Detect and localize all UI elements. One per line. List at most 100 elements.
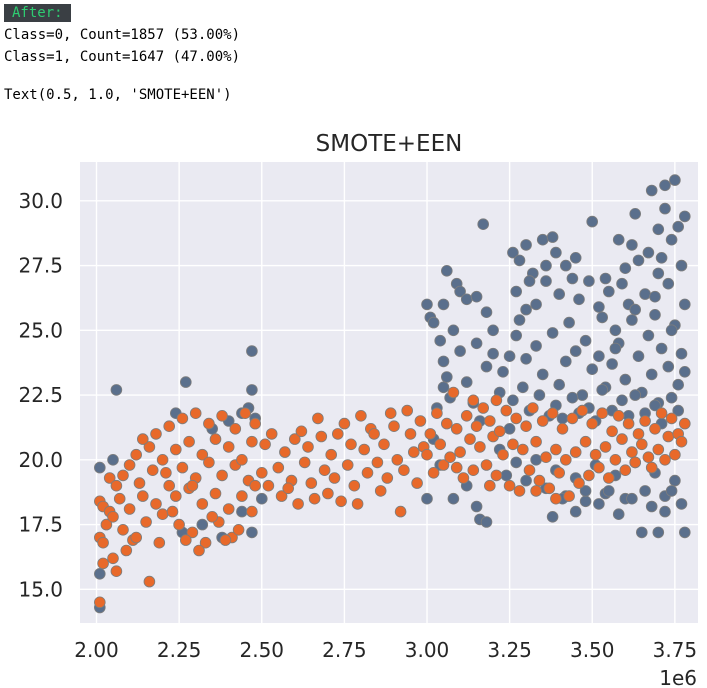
data-point bbox=[675, 498, 688, 510]
data-point bbox=[434, 334, 447, 347]
data-point bbox=[368, 428, 380, 440]
data-point bbox=[665, 485, 678, 497]
data-point bbox=[173, 518, 185, 531]
data-point bbox=[612, 508, 625, 521]
y-tick-label: 20.0 bbox=[18, 448, 63, 472]
data-point bbox=[507, 246, 519, 259]
data-point bbox=[407, 446, 420, 458]
data-point bbox=[378, 438, 390, 451]
data-point bbox=[678, 298, 691, 311]
data-point bbox=[348, 479, 361, 492]
data-point bbox=[447, 324, 460, 337]
output-badge: After: bbox=[4, 4, 71, 22]
data-point bbox=[140, 516, 152, 528]
data-point bbox=[117, 523, 129, 536]
data-point bbox=[305, 477, 318, 489]
data-point bbox=[470, 290, 483, 303]
data-point bbox=[563, 316, 575, 329]
data-point bbox=[612, 409, 625, 422]
data-point bbox=[196, 448, 209, 461]
data-point bbox=[503, 350, 516, 363]
data-point bbox=[556, 422, 569, 435]
data-point bbox=[272, 461, 285, 474]
data-point bbox=[437, 381, 450, 394]
y-tick-labels: 15.0 17.5 20.0 22.5 25.0 27.5 30.0 bbox=[18, 189, 63, 601]
data-point bbox=[579, 334, 592, 347]
data-point bbox=[645, 368, 658, 381]
data-point bbox=[540, 259, 552, 272]
data-point bbox=[642, 451, 655, 464]
y-tick-label: 27.5 bbox=[18, 254, 63, 278]
data-point bbox=[298, 456, 311, 469]
data-point bbox=[474, 441, 486, 453]
data-point bbox=[120, 544, 133, 557]
data-point bbox=[295, 425, 308, 438]
data-point bbox=[180, 376, 192, 388]
data-point bbox=[107, 552, 119, 565]
data-point bbox=[371, 456, 384, 469]
data-point bbox=[493, 425, 506, 438]
data-point bbox=[629, 389, 641, 401]
data-point bbox=[530, 485, 542, 497]
data-point bbox=[255, 466, 268, 479]
x-tick-label: 2.50 bbox=[239, 638, 284, 662]
data-point bbox=[246, 505, 258, 518]
data-point bbox=[146, 464, 159, 477]
data-point bbox=[659, 453, 671, 466]
data-point bbox=[546, 231, 559, 243]
data-point bbox=[454, 345, 466, 357]
data-point bbox=[450, 461, 463, 474]
x-tick-label: 3.00 bbox=[405, 638, 450, 662]
data-point bbox=[255, 492, 268, 505]
data-point bbox=[246, 435, 258, 448]
data-point bbox=[586, 417, 598, 430]
data-point bbox=[503, 479, 516, 492]
data-point bbox=[675, 259, 688, 272]
data-point bbox=[398, 464, 410, 477]
data-point bbox=[312, 412, 324, 425]
data-point bbox=[322, 487, 334, 500]
data-point bbox=[602, 472, 615, 484]
data-point bbox=[629, 303, 641, 316]
data-point bbox=[97, 536, 109, 549]
data-point bbox=[632, 350, 645, 363]
data-point bbox=[566, 391, 579, 404]
data-point bbox=[569, 505, 582, 518]
data-point bbox=[209, 487, 222, 500]
data-point bbox=[100, 518, 113, 531]
data-point bbox=[150, 498, 162, 510]
data-point bbox=[288, 433, 301, 445]
data-point bbox=[308, 492, 321, 505]
data-point bbox=[655, 342, 668, 355]
data-point bbox=[388, 420, 400, 433]
data-point bbox=[645, 461, 658, 474]
data-point bbox=[480, 516, 493, 528]
x-tick-label: 2.25 bbox=[157, 638, 202, 662]
data-point bbox=[507, 438, 519, 451]
data-point bbox=[593, 301, 605, 313]
data-point bbox=[546, 407, 559, 420]
data-point bbox=[246, 526, 258, 539]
data-point bbox=[460, 293, 473, 306]
data-point bbox=[239, 407, 252, 420]
data-point bbox=[612, 233, 625, 246]
data-point bbox=[579, 435, 592, 448]
data-point bbox=[483, 415, 496, 427]
data-point bbox=[616, 433, 628, 445]
data-point bbox=[470, 420, 483, 433]
data-point bbox=[107, 453, 119, 466]
data-point bbox=[675, 435, 688, 448]
data-point bbox=[593, 498, 605, 510]
data-point bbox=[583, 469, 595, 482]
data-point bbox=[153, 536, 166, 549]
data-point bbox=[513, 314, 526, 326]
data-point bbox=[444, 451, 456, 464]
data-point bbox=[236, 490, 248, 502]
data-point bbox=[652, 223, 665, 236]
data-point bbox=[533, 389, 546, 401]
data-point bbox=[457, 472, 470, 484]
data-point bbox=[553, 378, 565, 391]
data-point bbox=[669, 474, 681, 487]
data-point bbox=[665, 391, 678, 404]
data-point bbox=[672, 404, 684, 417]
